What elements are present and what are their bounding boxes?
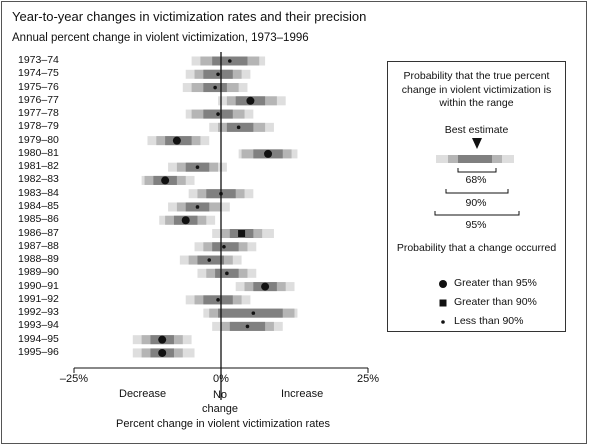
period-label: 1979–80	[18, 133, 59, 146]
period-label: 1976–77	[18, 93, 59, 106]
ci68-bar	[218, 308, 283, 318]
interval-row	[185, 295, 251, 305]
interval-row	[141, 175, 195, 185]
x-axis-label: Percent change in violent victimization …	[116, 418, 330, 430]
estimate-marker-small	[195, 165, 200, 169]
period-label: 1986–87	[18, 226, 59, 239]
estimate-marker-small	[236, 125, 241, 130]
interval-row	[185, 109, 254, 119]
estimate-marker-small	[251, 311, 256, 315]
estimate-marker-small	[225, 271, 229, 276]
estimate-marker-small	[216, 72, 220, 77]
legend-item-less-90: Less than 90%	[454, 315, 524, 327]
period-label: 1977–78	[18, 107, 59, 120]
legend-small-circle-icon	[441, 320, 445, 324]
interval-row	[235, 282, 295, 292]
period-label: 1993–94	[18, 319, 59, 332]
period-label: 1990–91	[18, 279, 59, 292]
best-estimate-triangle-icon	[472, 138, 482, 149]
period-label: 1988–89	[18, 253, 59, 266]
period-label: 1994–95	[18, 332, 59, 345]
period-label: 1982–83	[18, 173, 59, 186]
estimate-marker-small	[216, 112, 220, 116]
bracket-68	[457, 168, 497, 173]
estimate-marker-small	[222, 244, 226, 249]
interval-row	[159, 215, 216, 225]
period-label: 1984–85	[18, 199, 59, 212]
estimate-marker-large	[181, 216, 190, 225]
estimate-marker-large	[158, 335, 167, 344]
legend: Probability that the true percent change…	[387, 61, 566, 332]
period-label: 1981–82	[18, 160, 59, 173]
legend-title: Probability that the true percent change…	[401, 70, 552, 109]
interval-row	[212, 229, 274, 239]
axis-annotation-decrease: Decrease	[119, 388, 167, 400]
estimate-marker-small	[216, 298, 220, 302]
x-tick-label: 0%	[213, 373, 229, 385]
interval-row	[203, 308, 298, 318]
period-label: 1980–81	[18, 146, 59, 159]
axis-annotation-no-change: No change	[201, 389, 239, 415]
bracket-90	[445, 189, 509, 194]
legend-item-greater-90: Greater than 90%	[454, 296, 537, 308]
interval-row	[218, 96, 286, 106]
interval-row	[182, 83, 248, 93]
interval-row	[179, 255, 242, 265]
estimate-marker-small	[195, 205, 200, 209]
interval-row	[147, 136, 210, 146]
period-label: 1991–92	[18, 292, 59, 305]
period-label: 1973–74	[18, 54, 59, 66]
period-label: 1989–90	[18, 266, 59, 279]
period-label: 1992–93	[18, 306, 59, 319]
estimate-marker-small	[207, 258, 212, 262]
estimate-marker-large	[172, 136, 181, 145]
interval-row	[191, 56, 266, 66]
legend-change-title: Probability that a change occurred	[396, 242, 557, 254]
x-tick-label: 25%	[356, 373, 380, 385]
legend-graphics	[434, 138, 520, 324]
interval-row	[132, 335, 192, 345]
legend-large-circle-icon	[439, 280, 447, 288]
interval-row	[212, 321, 283, 331]
estimate-marker-large	[261, 282, 270, 291]
estimate-marker-large	[158, 348, 167, 357]
period-label: 1974–75	[18, 67, 59, 80]
estimate-marker-large	[264, 149, 273, 158]
chart-subtitle: Annual percent change in violent victimi…	[12, 32, 309, 44]
interval-row	[194, 242, 257, 252]
period-label: 1983–84	[18, 186, 59, 199]
period-label: 1975–76	[18, 80, 59, 93]
legend-range-95: 95%	[465, 219, 487, 231]
estimate-marker-small	[213, 85, 217, 90]
estimate-marker-large	[161, 176, 170, 185]
period-label: 1985–86	[18, 213, 59, 226]
legend-range-90: 90%	[465, 197, 487, 209]
period-label: 1995–96	[18, 345, 59, 358]
interval-row	[132, 348, 195, 358]
interval-row	[197, 268, 257, 278]
interval-row	[168, 202, 230, 212]
estimate-marker-large	[246, 96, 255, 105]
interval-row	[209, 122, 274, 132]
x-tick-label: –25%	[59, 373, 89, 385]
legend-best-estimate-label: Best estimate	[444, 124, 509, 136]
legend-range-68: 68%	[465, 174, 487, 186]
estimate-marker-small	[245, 324, 250, 329]
period-label: 1987–88	[18, 239, 59, 252]
interval-row	[168, 162, 227, 172]
interval-row	[185, 69, 251, 79]
period-label: 1978–79	[18, 120, 59, 133]
chart-title: Year-to-year changes in victimization ra…	[12, 9, 367, 24]
legend-item-greater-95: Greater than 95%	[454, 277, 537, 289]
estimate-marker-small	[228, 59, 232, 63]
axis-annotation-increase: Increase	[281, 388, 324, 400]
legend-ci68-swatch	[458, 155, 492, 163]
estimate-marker-square	[238, 230, 246, 238]
bracket-95	[434, 211, 520, 216]
interval-row	[238, 149, 298, 159]
legend-square-icon	[439, 299, 447, 307]
